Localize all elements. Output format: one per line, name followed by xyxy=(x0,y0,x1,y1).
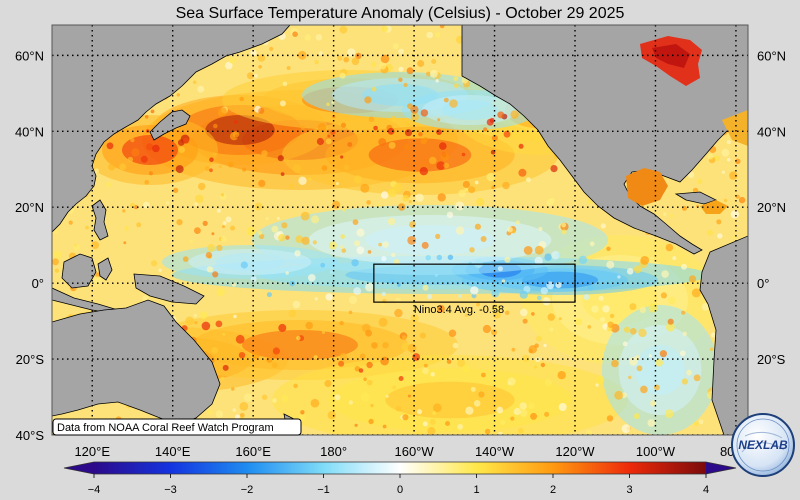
lat-label-left: 60°N xyxy=(15,48,44,63)
latitude-labels: 60°N 60°N 40°N 40°N 20°N 20°N 0° 0° 20°S 20°S 40°S… xyxy=(15,48,786,443)
colorbar-tick-label: 1 xyxy=(473,484,479,496)
lat-label-left: 0° xyxy=(32,276,44,291)
lat-label-right: 20°N xyxy=(757,200,786,215)
map-area: Nino3.4 Avg. -0.58 xyxy=(52,25,748,435)
nexlab-logo: NEXLAB xyxy=(731,413,795,477)
lon-label: 160°E xyxy=(235,444,271,459)
colorbar-tick-label: 4 xyxy=(703,484,709,496)
colorbar-tick-label: 2 xyxy=(550,484,556,496)
colorbar-tick-label: 3 xyxy=(626,484,632,496)
colorbar-gradient xyxy=(63,461,737,475)
map-frame xyxy=(51,24,749,436)
land-japan xyxy=(149,109,191,141)
land-borneo xyxy=(61,253,97,289)
data-credit: Data from NOAA Coral Reef Watch Program xyxy=(52,418,302,436)
land-north-america xyxy=(461,25,748,255)
land-sulawesi xyxy=(97,257,113,281)
nino34-region-box xyxy=(373,263,576,303)
lat-label-right: 0° xyxy=(757,276,769,291)
colorbar-tick-label: −3 xyxy=(164,484,177,496)
lon-label: 140°W xyxy=(475,444,515,459)
land-philippines xyxy=(91,199,109,241)
logo-text: NEXLAB xyxy=(738,438,788,452)
hudson-bay-anomaly xyxy=(640,36,702,86)
lon-label: 160°W xyxy=(394,444,434,459)
graticule xyxy=(52,25,748,435)
lon-label: 120°W xyxy=(555,444,595,459)
chart-title: Sea Surface Temperature Anomaly (Celsius… xyxy=(176,5,625,22)
lat-label-left: 20°N xyxy=(15,200,44,215)
lat-label-left: 40°N xyxy=(15,124,44,139)
gulf-anomaly xyxy=(626,110,748,214)
colorbar: −4 −3 −2 −1 0 1 2 3 4 xyxy=(63,461,737,496)
colorbar-tick-label: −2 xyxy=(241,484,254,496)
lat-label-left: 20°S xyxy=(16,352,45,367)
lon-label: 140°E xyxy=(155,444,191,459)
lon-label: 100°W xyxy=(636,444,676,459)
lat-label-right: 60°N xyxy=(757,48,786,63)
credit-text: Data from NOAA Coral Reef Watch Program xyxy=(57,422,274,434)
colorbar-ticks: −4 −3 −2 −1 0 1 2 3 4 xyxy=(88,474,709,496)
nino34-average-label: Nino3.4 Avg. -0.58 xyxy=(414,304,504,316)
lat-label-right: 40°N xyxy=(757,124,786,139)
lon-label: 180° xyxy=(320,444,347,459)
land-asia xyxy=(52,25,291,233)
lat-label-left: 40°S xyxy=(16,428,45,443)
lat-label-right: 20°S xyxy=(757,352,786,367)
lon-label: 120°E xyxy=(74,444,110,459)
longitude-labels: 120°E140°E160°E180°160°W140°W120°W100°W8… xyxy=(74,444,752,459)
land-australia xyxy=(52,299,221,425)
land-new-guinea xyxy=(133,273,205,305)
colorbar-tick-label: −1 xyxy=(317,484,330,496)
colorbar-tick-label: 0 xyxy=(397,484,403,496)
colorbar-tick-label: −4 xyxy=(88,484,101,496)
land-cuba xyxy=(674,191,718,205)
